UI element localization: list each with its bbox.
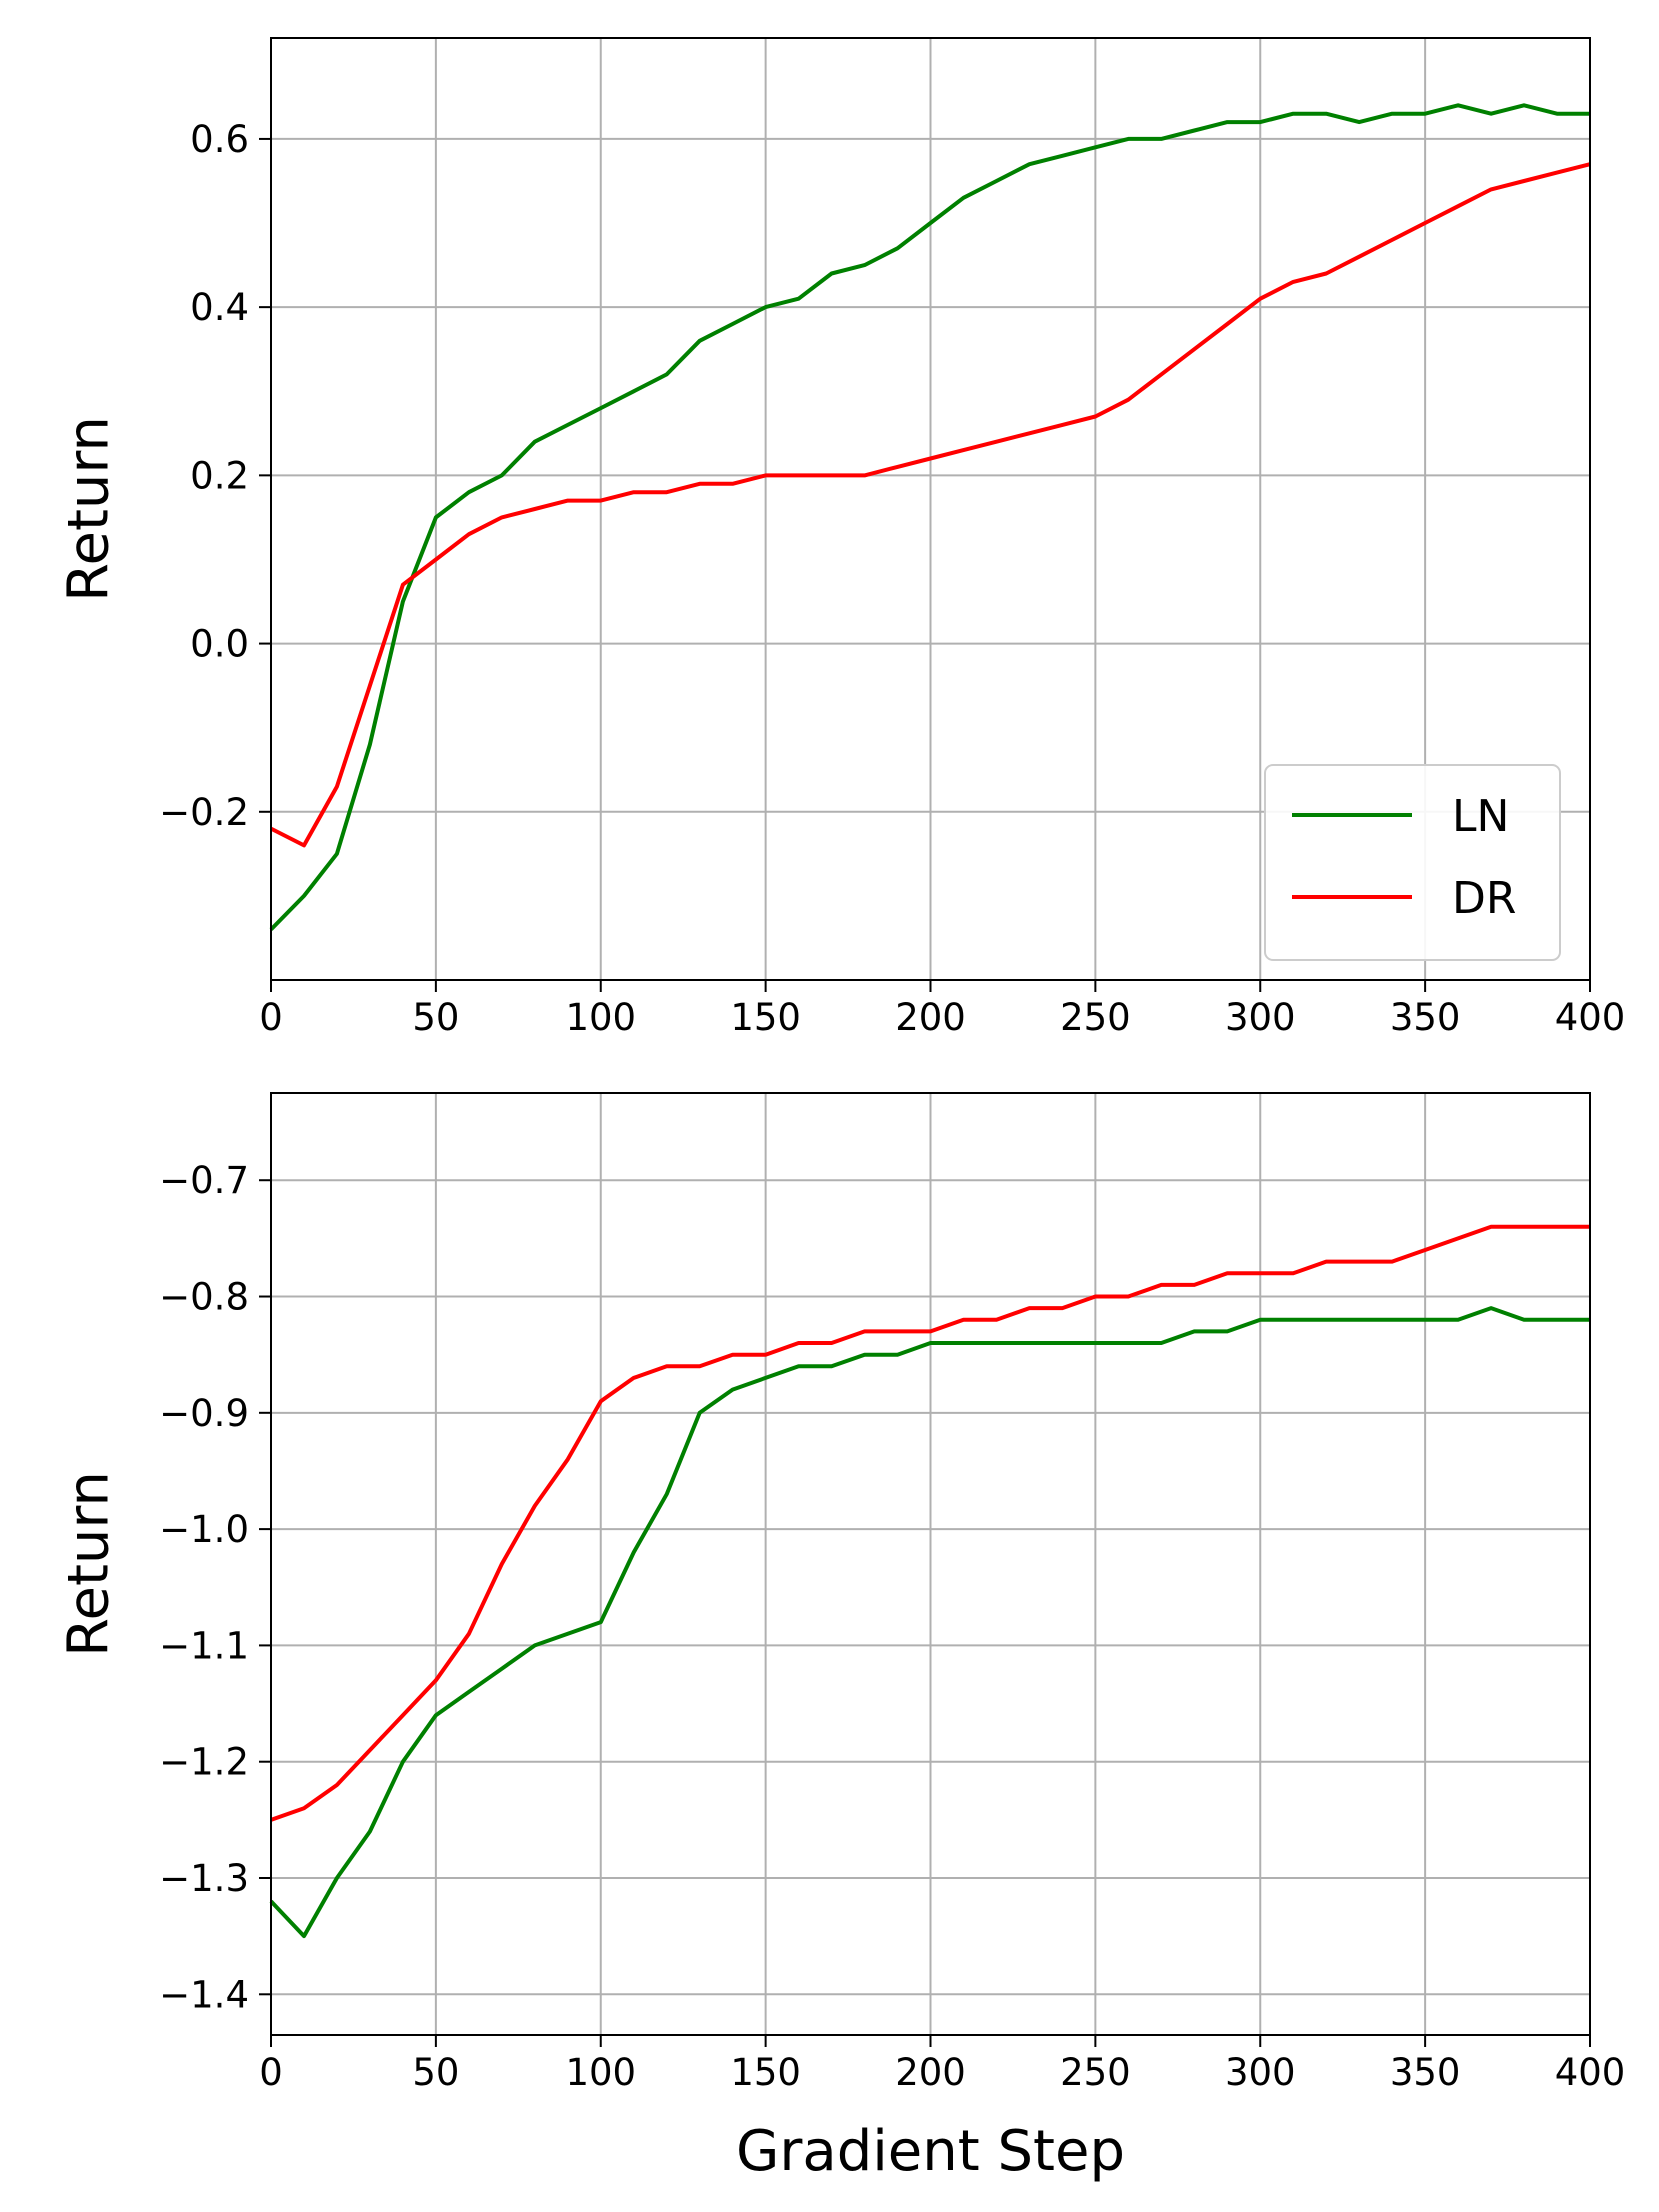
- top-plot-panel: 0 50 100 150 200 250 300 350 400 −0.2 0.0 0.2 0.4 0.…: [57, 37, 1625, 1039]
- top-x-tick-label: 400: [1555, 996, 1626, 1039]
- bottom-x-ticks: 0 50 100 150 200 250 300 350 400: [259, 2035, 1625, 2094]
- legend-label-dr: DR: [1452, 873, 1516, 924]
- bottom-x-tick-label: 200: [895, 2051, 966, 2094]
- top-y-tick-label: −0.2: [159, 791, 249, 834]
- top-x-ticks: 0 50 100 150 200 250 300 350 400: [259, 980, 1625, 1039]
- top-y-tick-label: 0.6: [190, 118, 249, 161]
- bottom-y-axis-label: Return: [57, 1471, 122, 1657]
- top-y-axis-label: Return: [57, 416, 122, 602]
- bottom-series-line-ln: [269, 1306, 1590, 1939]
- top-x-tick-label: 350: [1390, 996, 1461, 1039]
- top-y-tick-label: 0.0: [190, 623, 249, 666]
- bottom-x-tick-label: 250: [1060, 2051, 1131, 2094]
- legend-box: [1264, 764, 1561, 961]
- top-x-tick-label: 0: [259, 996, 283, 1039]
- legend-label-ln: LN: [1452, 791, 1509, 842]
- bottom-y-tick-label: −0.8: [159, 1276, 249, 1319]
- bottom-y-ticks: −1.4 −1.3 −1.2 −1.1 −1.0 −0.9 −0.8 −0.7: [159, 1159, 271, 2016]
- bottom-x-tick-label: 0: [259, 2051, 283, 2094]
- top-series-line-dr: [270, 162, 1591, 848]
- bottom-y-tick-label: −1.0: [159, 1508, 249, 1551]
- top-series-line-ln: [269, 103, 1590, 931]
- bottom-series-line-dr: [270, 1224, 1590, 1822]
- top-series-lines: [269, 103, 1591, 931]
- bottom-x-tick-label: 50: [412, 2051, 459, 2094]
- top-x-tick-label: 150: [730, 996, 801, 1039]
- bottom-x-tick-label: 100: [565, 2051, 636, 2094]
- bottom-x-tick-label: 400: [1555, 2051, 1626, 2094]
- top-x-tick-label: 50: [412, 996, 459, 1039]
- bottom-y-tick-label: −1.1: [159, 1624, 249, 1667]
- bottom-y-tick-label: −0.7: [159, 1159, 249, 1202]
- bottom-x-tick-label: 150: [730, 2051, 801, 2094]
- bottom-x-tick-label: 350: [1390, 2051, 1461, 2094]
- x-axis-label: Gradient Step: [736, 2119, 1125, 2184]
- top-x-tick-label: 300: [1225, 996, 1296, 1039]
- top-x-tick-label: 250: [1060, 996, 1131, 1039]
- bottom-plot-panel: 0 50 100 150 200 250 300 350 400 −1.4−1.3−1.2−1.…: [57, 1092, 1625, 2184]
- bottom-y-tick-label: −0.9: [159, 1392, 249, 1435]
- bottom-y-tick-label: −1.4: [159, 1973, 249, 2016]
- bottom-series-lines: [269, 1224, 1590, 1939]
- bottom-x-tick-label: 300: [1225, 2051, 1296, 2094]
- bottom-y-tick-label: −1.2: [159, 1741, 249, 1784]
- legend: LN DR: [1264, 764, 1561, 961]
- top-y-tick-label: 0.4: [190, 286, 249, 329]
- top-x-tick-label: 200: [895, 996, 966, 1039]
- bottom-y-tick-label: −1.3: [159, 1857, 249, 1900]
- top-y-tick-label: 0.2: [190, 454, 249, 497]
- top-y-ticks: −0.2 0.0 0.2 0.4 0.6: [159, 118, 271, 834]
- top-x-tick-label: 100: [565, 996, 636, 1039]
